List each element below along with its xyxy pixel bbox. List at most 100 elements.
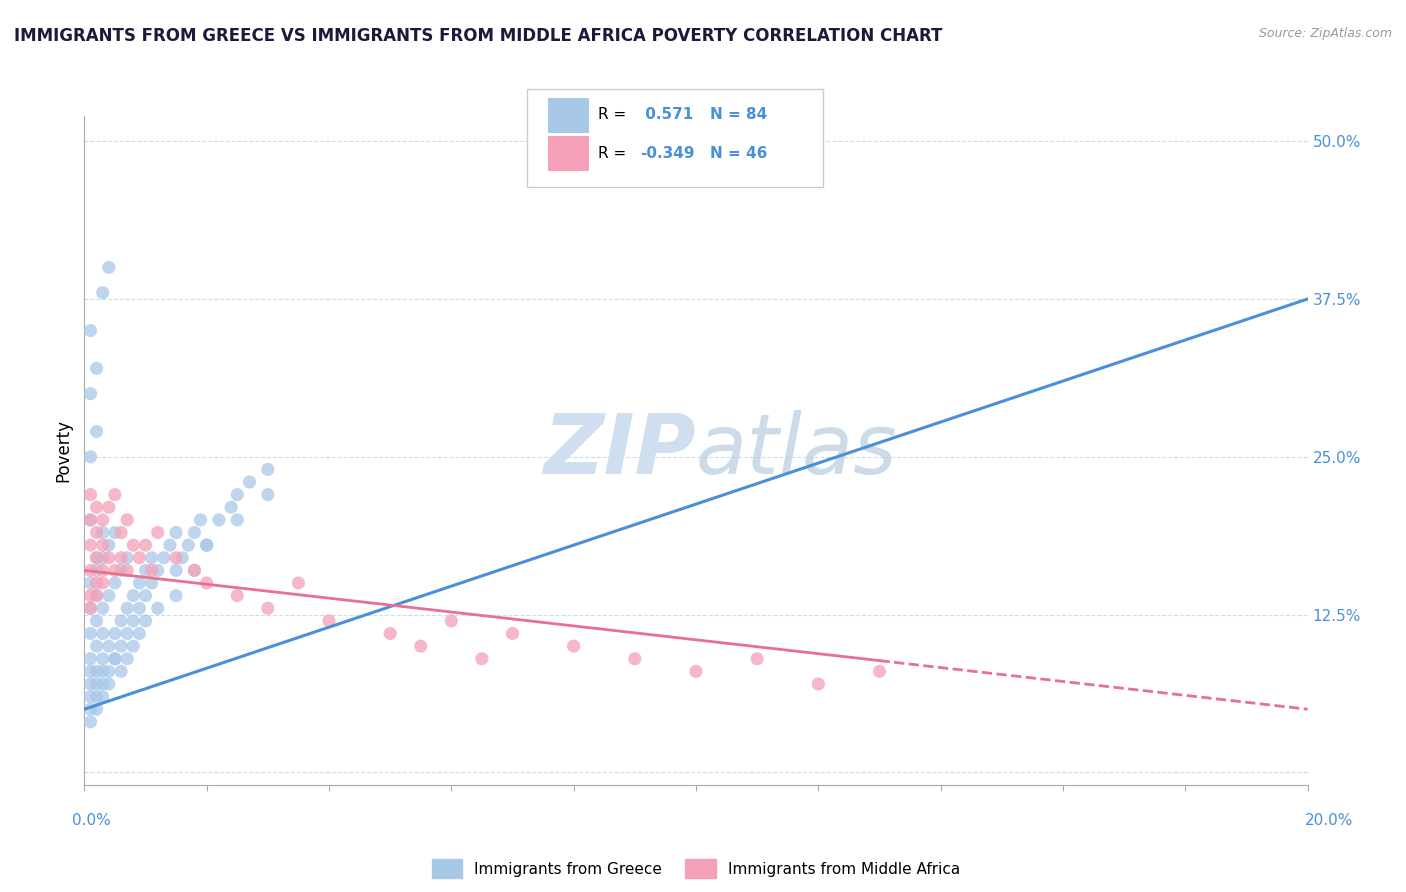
Point (79, 563, 101, 577)
Point (91, 665, 114, 679)
Point (91, 690, 114, 704)
Point (624, 651, 647, 665)
Point (128, 601, 150, 615)
Text: 20.0%: 20.0% (1305, 814, 1353, 828)
Point (79, 690, 101, 704)
Text: N = 46: N = 46 (710, 146, 768, 161)
Point (807, 677, 830, 691)
Point (91, 626, 114, 640)
Point (128, 626, 150, 640)
Point (91, 601, 114, 615)
Point (165, 563, 187, 577)
Point (97, 677, 120, 691)
Point (79, 702, 101, 716)
Point (97, 589, 120, 603)
Y-axis label: Poverty: Poverty (55, 419, 73, 482)
Text: R =: R = (598, 107, 631, 121)
Point (165, 550, 187, 565)
Point (115, 651, 138, 665)
Point (86, 702, 108, 716)
Point (257, 462, 280, 476)
Point (86, 525, 108, 540)
Point (104, 563, 127, 577)
Point (159, 538, 181, 552)
Text: 0.0%: 0.0% (72, 814, 111, 828)
Point (380, 626, 402, 640)
Point (104, 576, 127, 591)
Point (471, 651, 494, 665)
Point (128, 576, 150, 591)
Point (115, 563, 138, 577)
Point (110, 639, 132, 653)
Point (79, 589, 101, 603)
Point (110, 550, 132, 565)
Point (177, 538, 200, 552)
Point (91, 513, 114, 527)
Point (122, 639, 145, 653)
Point (86, 425, 108, 439)
Point (257, 488, 280, 502)
Point (79, 651, 101, 665)
Text: N = 84: N = 84 (710, 107, 768, 121)
Point (86, 500, 108, 515)
Point (110, 563, 132, 577)
Point (86, 550, 108, 565)
Point (97, 639, 120, 653)
Point (135, 614, 157, 628)
Point (165, 589, 187, 603)
Point (79, 601, 101, 615)
Point (257, 601, 280, 615)
Point (440, 614, 463, 628)
Point (409, 639, 432, 653)
Point (86, 690, 108, 704)
Point (79, 513, 101, 527)
Text: atlas: atlas (696, 410, 897, 491)
Point (747, 651, 769, 665)
Text: Source: ZipAtlas.com: Source: ZipAtlas.com (1258, 27, 1392, 40)
Point (135, 538, 157, 552)
Point (122, 538, 145, 552)
Text: IMMIGRANTS FROM GREECE VS IMMIGRANTS FROM MIDDLE AFRICA POVERTY CORRELATION CHAR: IMMIGRANTS FROM GREECE VS IMMIGRANTS FRO… (14, 27, 942, 45)
Point (79, 576, 101, 591)
Point (79, 538, 101, 552)
Point (91, 576, 114, 591)
Point (183, 525, 205, 540)
Point (91, 538, 114, 552)
Point (110, 665, 132, 679)
Point (110, 614, 132, 628)
Point (104, 488, 127, 502)
Point (318, 614, 340, 628)
Point (183, 563, 205, 577)
Point (115, 626, 138, 640)
Point (104, 626, 127, 640)
Point (91, 563, 114, 577)
Point (79, 450, 101, 464)
Point (190, 513, 212, 527)
Point (86, 665, 108, 679)
Point (135, 563, 157, 577)
Point (91, 550, 114, 565)
Point (97, 665, 120, 679)
Point (79, 677, 101, 691)
Point (226, 589, 249, 603)
Point (208, 513, 231, 527)
Point (226, 513, 249, 527)
Point (104, 651, 127, 665)
Point (195, 576, 218, 591)
Point (79, 665, 101, 679)
Point (141, 550, 163, 565)
Point (91, 677, 114, 691)
Point (86, 550, 108, 565)
Point (135, 589, 157, 603)
Point (79, 714, 101, 729)
Text: -0.349: -0.349 (640, 146, 695, 161)
Point (172, 550, 194, 565)
Point (146, 601, 169, 615)
Point (153, 550, 176, 565)
Point (79, 513, 101, 527)
Point (115, 513, 138, 527)
Point (97, 260, 120, 275)
Point (122, 589, 145, 603)
Point (97, 500, 120, 515)
Point (122, 614, 145, 628)
